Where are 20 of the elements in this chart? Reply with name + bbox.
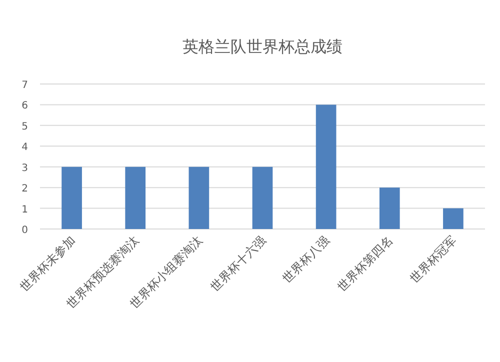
y-tick-label: 6 bbox=[22, 100, 28, 112]
y-tick-label: 4 bbox=[22, 142, 28, 154]
x-tick-label: 世界杯冠军 bbox=[407, 233, 460, 286]
x-tick-label: 世界杯第四名 bbox=[334, 233, 396, 294]
bar bbox=[62, 166, 82, 229]
y-tick-label: 5 bbox=[22, 121, 28, 132]
x-tick-label: 世界杯八强 bbox=[280, 233, 332, 286]
bar bbox=[252, 166, 273, 229]
y-tick-label: 2 bbox=[22, 184, 28, 195]
y-tick-label: 1 bbox=[22, 204, 28, 216]
bar bbox=[316, 104, 336, 229]
bar bbox=[125, 166, 146, 229]
bar bbox=[443, 208, 464, 229]
bar bbox=[379, 188, 400, 229]
y-tick-label: 7 bbox=[22, 80, 28, 91]
y-tick-label: 3 bbox=[22, 162, 28, 174]
x-tick-label: 世界杯十六强 bbox=[208, 233, 269, 294]
chart-title: 英格兰队世界杯总成绩 bbox=[182, 37, 342, 56]
bar bbox=[188, 166, 210, 229]
y-tick-label: 0 bbox=[22, 225, 28, 236]
